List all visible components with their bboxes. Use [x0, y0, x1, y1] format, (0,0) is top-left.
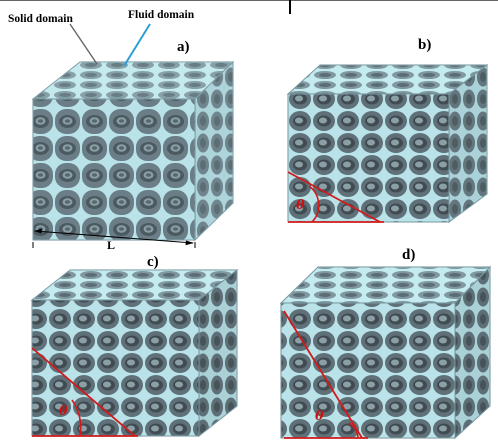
solid-domain-label: Solid domain [8, 13, 73, 25]
panel-d-angle-lines [283, 310, 368, 439]
panel-c-label: c) [147, 254, 159, 270]
panel-c-angle-symbol: θ [59, 404, 68, 419]
panel-b-angle-symbol: θ [296, 198, 305, 213]
panel-b-structure [286, 63, 489, 223]
panel-a-label: a) [177, 39, 190, 55]
panel-d-structure [279, 265, 492, 440]
panel-d-angle-symbol: θ [315, 409, 324, 424]
panel-d-label: d) [402, 247, 416, 263]
panel-c-angle-lines [31, 347, 138, 437]
panel-a-structure [31, 60, 235, 242]
panel-b-angle-lines [287, 171, 384, 223]
solid-domain-leader [69, 23, 98, 65]
dimension-label: L [107, 238, 116, 252]
dimension-arrow [32, 228, 196, 248]
panel-b-front-face [287, 93, 450, 223]
panel-d-front-face [280, 302, 456, 439]
panel-c-structure [30, 268, 239, 438]
panel-b-label: b) [418, 37, 432, 53]
top-divider-line [289, 0, 291, 14]
panel-a-front-face [32, 98, 196, 241]
fluid-domain-label: Fluid domain [128, 9, 195, 21]
top-border-line [0, 0, 498, 1]
fluid-domain-leader [123, 23, 151, 67]
